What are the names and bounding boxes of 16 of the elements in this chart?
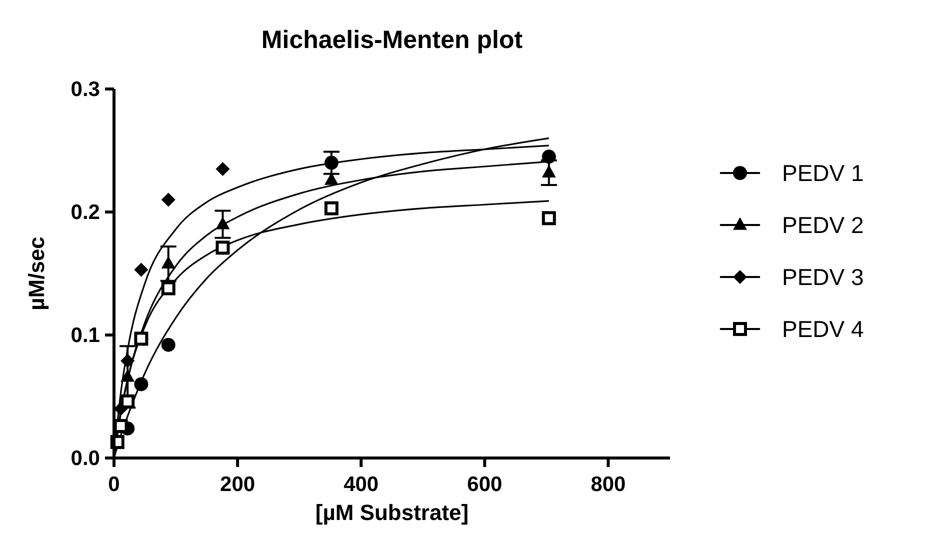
x-axis-title: [µM Substrate] [315,500,469,525]
legend-label: PEDV 4 [782,316,864,342]
y-tick-label: 0.3 [70,78,100,101]
y-tick-label: 0.1 [70,324,100,347]
chart-title: Michaelis-Menten plot [261,26,524,54]
x-tick-label: 200 [220,473,256,496]
y-tick-label: 0.0 [70,447,100,470]
y-tick-label: 0.2 [70,201,100,224]
y-axis-title: µM/sec [24,236,49,310]
legend-label: PEDV 3 [782,264,864,290]
x-tick-label: 800 [590,473,626,496]
legend-label: PEDV 2 [782,212,864,238]
legend-label: PEDV 1 [782,160,864,186]
x-tick-label: 600 [467,473,502,496]
x-tick-label: 400 [344,473,379,496]
x-tick-label: 0 [108,473,120,496]
